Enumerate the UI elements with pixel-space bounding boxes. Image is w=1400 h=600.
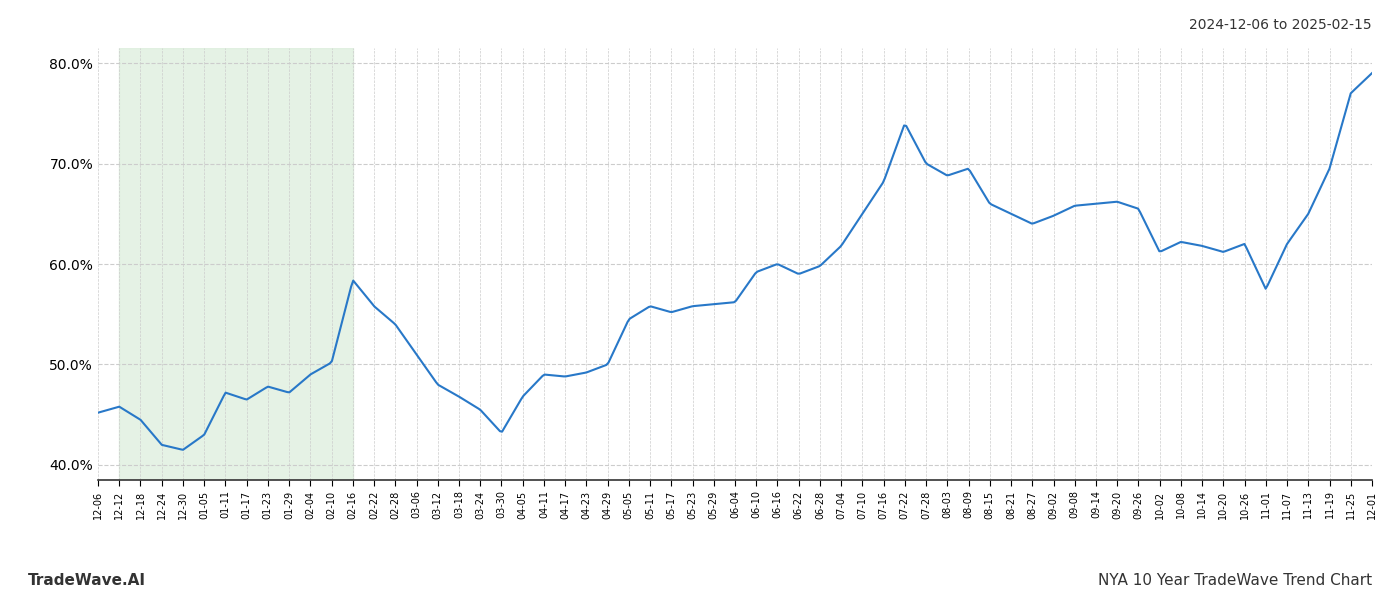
Text: NYA 10 Year TradeWave Trend Chart: NYA 10 Year TradeWave Trend Chart bbox=[1098, 573, 1372, 588]
Bar bbox=[119, 48, 353, 480]
Text: TradeWave.AI: TradeWave.AI bbox=[28, 573, 146, 588]
Text: 2024-12-06 to 2025-02-15: 2024-12-06 to 2025-02-15 bbox=[1190, 18, 1372, 32]
